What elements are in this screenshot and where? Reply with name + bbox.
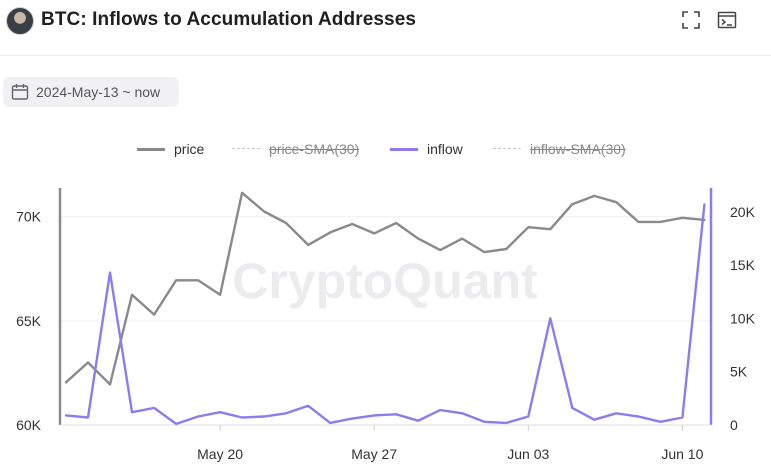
x-tick-label: May 20 bbox=[197, 446, 243, 462]
legend-swatch-inflow bbox=[390, 148, 418, 151]
chart-header: BTC: Inflows to Accumulation Addresses bbox=[0, 0, 771, 44]
date-range-label: 2024-May-13 ~ now bbox=[36, 84, 161, 100]
left-tick-label: 65K bbox=[16, 313, 42, 329]
avatar bbox=[6, 7, 34, 35]
series-line-inflow bbox=[64, 203, 706, 426]
right-tick-label: 10K bbox=[730, 310, 756, 326]
date-range-filter[interactable]: 2024-May-13 ~ now bbox=[3, 77, 179, 107]
left-tick-label: 70K bbox=[16, 209, 42, 225]
calendar-icon bbox=[11, 83, 29, 106]
left-tick-label: 60K bbox=[16, 417, 42, 433]
x-tick-label: Jun 03 bbox=[507, 446, 549, 462]
terminal-icon[interactable] bbox=[717, 10, 737, 30]
chart-title: BTC: Inflows to Accumulation Addresses bbox=[41, 9, 417, 30]
legend-swatch-price-sma bbox=[232, 148, 260, 149]
fullscreen-icon[interactable] bbox=[681, 10, 701, 30]
right-tick-label: 0 bbox=[730, 417, 738, 433]
right-tick-label: 15K bbox=[730, 257, 756, 273]
chart-legend: price price-SMA(30) inflow inflow-SMA(30… bbox=[0, 138, 771, 160]
series-line-price bbox=[64, 191, 706, 386]
header-divider bbox=[0, 55, 771, 56]
series-lines bbox=[64, 191, 706, 426]
axis-ticks: 60K 65K 70K 0 5K 10K 15K 20K May 20 May 27 Jun 03 J… bbox=[16, 204, 755, 462]
gridlines bbox=[60, 216, 711, 322]
right-tick-label: 20K bbox=[730, 204, 756, 220]
legend-label: inflow-SMA(30) bbox=[530, 141, 626, 157]
x-tick-label: May 27 bbox=[351, 446, 397, 462]
legend-label: inflow bbox=[427, 141, 463, 157]
watermark: CryptoQuant bbox=[232, 253, 538, 309]
legend-swatch-inflow-sma bbox=[493, 148, 521, 149]
legend-label: price bbox=[174, 141, 205, 157]
x-tick-label: Jun 10 bbox=[661, 446, 703, 462]
legend-swatch-price bbox=[137, 148, 165, 151]
legend-label: price-SMA(30) bbox=[269, 141, 360, 157]
right-tick-label: 5K bbox=[730, 364, 748, 380]
